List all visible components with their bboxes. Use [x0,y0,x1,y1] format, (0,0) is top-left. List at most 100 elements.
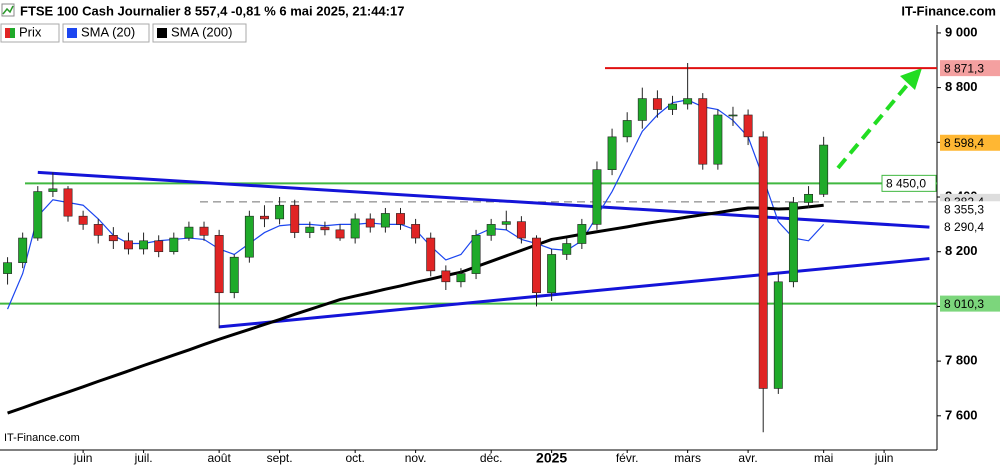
candle-body [3,262,13,274]
sma-line [7,203,824,415]
candle-body [668,103,677,110]
y-tick-label: 8 800 [945,79,978,94]
legend-swatch [67,28,77,38]
value-tag-label: 8 871,3 [944,61,984,75]
candle-body [804,193,813,203]
candle-body [124,240,133,250]
candle-body [260,215,269,220]
x-tick-label: oct. [345,451,364,465]
candle-body [365,218,375,228]
candle-body [456,273,466,283]
candle-body [154,240,164,253]
value-tag-label: 8 355,3 [944,202,984,216]
value-tag [940,218,1000,235]
candle-body [139,240,149,250]
x-tick-label: déc. [480,451,503,465]
candle-body [380,213,390,228]
candle-body [335,229,345,239]
candle-body [350,218,360,239]
candle-body [411,224,421,239]
candle-body [199,226,209,236]
candle-body [441,270,451,283]
value-tag-label: 8 010,3 [944,297,984,311]
value-tag-label: 8 598,4 [944,136,984,150]
candle-body [78,215,88,225]
value-tag [940,295,1000,312]
candle-body [63,188,73,217]
candle-body [169,237,179,253]
candle-body [93,224,103,236]
chart-title: FTSE 100 Cash Journalier 8 557,4 -0,81 %… [20,3,404,18]
candle-body [244,215,254,258]
candle-body [698,98,708,165]
y-tick-label: 7 800 [945,353,978,368]
candle-body [33,191,43,239]
x-tick-label: mai [814,451,833,465]
legend-label: SMA (200) [171,24,232,39]
x-tick-label: 2025 [536,450,567,466]
candle-body [229,256,239,294]
x-tick-label: mars [674,451,701,465]
legend-label: Prix [19,24,42,39]
candle-body [622,120,632,138]
candle-body [577,224,587,244]
x-tick-label: juin [874,451,894,465]
candle-body [607,136,617,170]
legend-box [152,23,247,43]
candle-body [547,254,557,294]
value-tag [940,201,1000,218]
x-tick-label: sept. [267,451,293,465]
legend-box [62,23,150,43]
candle-body [290,204,300,233]
candle-body [501,221,511,225]
candle-body [773,281,783,389]
candle-body [683,98,693,105]
candle-body [486,224,496,236]
forecast-arrowhead [900,68,922,90]
candle-body [743,114,753,138]
candle-body [532,237,541,294]
candle-body [516,221,526,239]
value-tag-label: 8 450,0 [886,177,926,191]
candle-body [396,213,405,225]
x-tick-label: juil. [134,451,153,465]
candle-body [788,202,798,283]
candle-body [426,237,436,272]
legend: Prix SMA (20) SMA (200) [0,23,247,43]
legend-box [0,23,60,43]
trendline [218,257,930,329]
value-tag-label: 8 290,4 [944,220,984,234]
value-tag [940,60,1000,77]
candle-body [18,237,28,263]
value-tag [881,174,937,192]
x-tick-label: avr. [738,451,757,465]
source: IT-Finance.com [901,3,996,18]
candle-body [184,226,194,239]
trendline [37,170,930,229]
value-tag [940,134,1000,151]
candle-body [637,98,647,121]
candle-body [305,226,315,233]
forecast-arrow [836,82,910,170]
x-tick-label: févr. [616,451,639,465]
y-tick-label: 8 200 [945,243,978,258]
x-tick-label: nov. [405,451,427,465]
candle-body [592,169,602,225]
candle-body [214,235,224,294]
candle-body [652,98,662,110]
watermark: IT-Finance.com [4,432,80,444]
y-tick-label: 7 600 [945,407,978,422]
candle-body [713,114,723,165]
y-tick-label: 9 000 [945,24,978,39]
x-tick-label: août [207,451,231,465]
candle-body [471,235,481,274]
legend-swatch [10,28,15,38]
candle-body [275,204,285,220]
legend-swatch [157,28,167,38]
candle-body [728,114,738,117]
legend-label: SMA (20) [81,24,135,39]
candle-body [758,136,768,389]
legend-swatch [5,28,10,38]
x-tick-label: juin [73,451,93,465]
